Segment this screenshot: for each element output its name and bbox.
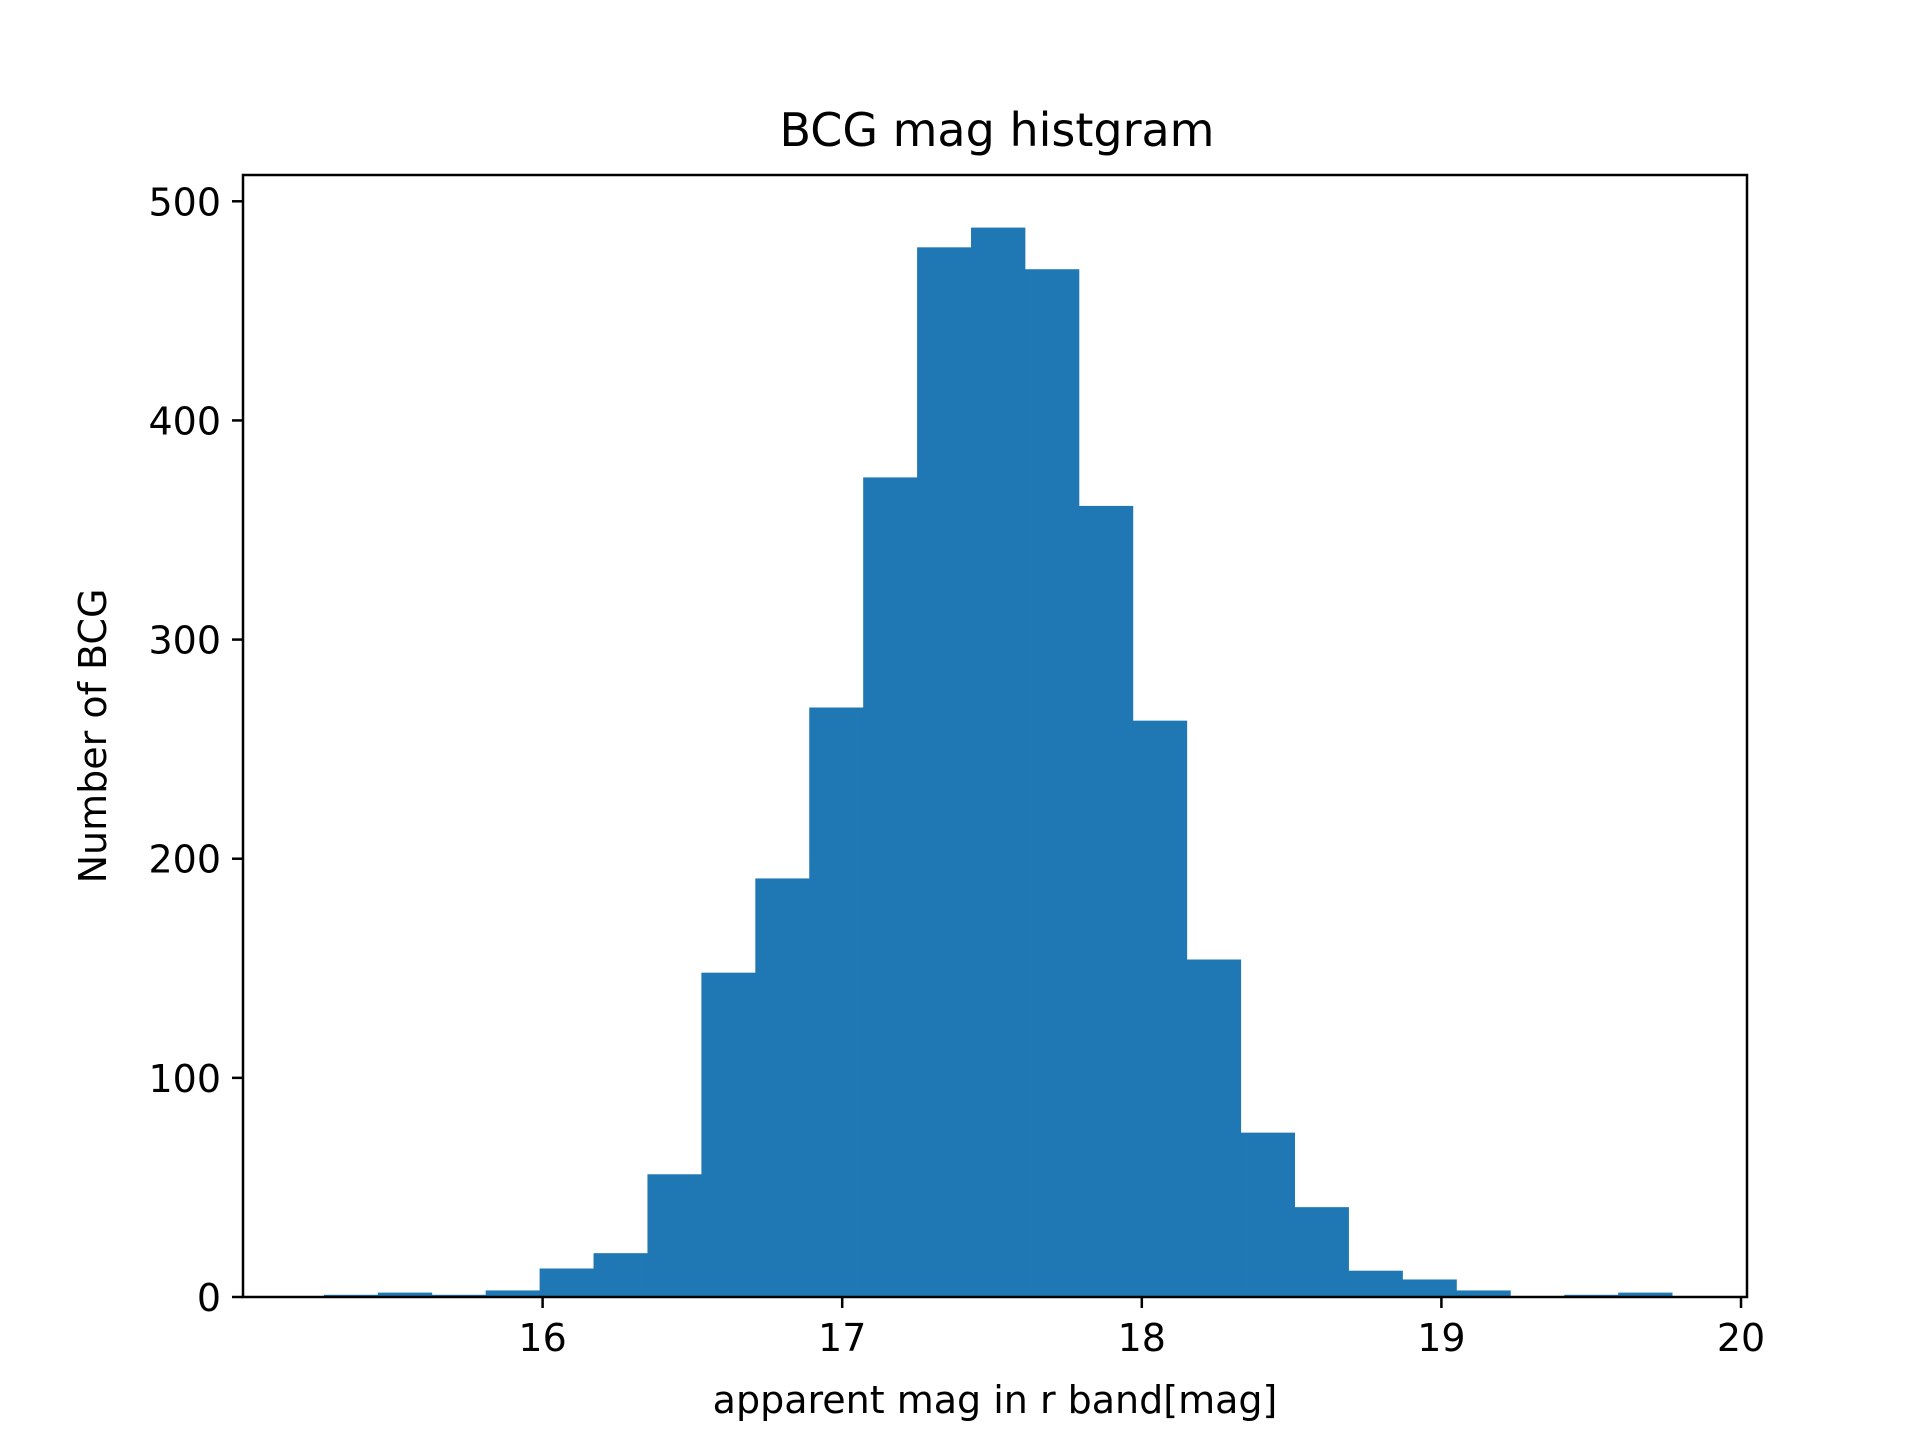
y-axis-label: Number of BCG xyxy=(71,589,115,884)
histogram-bar xyxy=(1402,1279,1457,1297)
histogram-bars xyxy=(323,227,1673,1298)
histogram-bar xyxy=(701,972,756,1297)
chart-title: BCG mag histgram xyxy=(779,103,1214,157)
histogram-bar xyxy=(1186,959,1242,1297)
y-tick-label: 300 xyxy=(148,619,221,663)
x-tick-label: 20 xyxy=(1717,1316,1765,1360)
histogram-bar xyxy=(1348,1270,1403,1297)
y-tick-label: 400 xyxy=(148,399,221,443)
y-axis-ticks: 0 100 200 300 400 500 xyxy=(148,180,243,1320)
histogram-bar xyxy=(539,1268,594,1297)
x-axis-ticks: 16 17 18 19 20 xyxy=(518,1297,1765,1360)
y-tick-label: 200 xyxy=(148,838,221,882)
y-tick-label: 500 xyxy=(148,180,221,224)
histogram-bar xyxy=(1132,720,1188,1297)
histogram-bar xyxy=(1456,1290,1511,1297)
y-tick-label: 0 xyxy=(197,1276,221,1320)
x-axis-label: apparent mag in r band[mag] xyxy=(713,1378,1278,1422)
histogram-bar xyxy=(1294,1207,1349,1297)
histogram-bar xyxy=(485,1290,541,1297)
histogram-bar xyxy=(1024,269,1080,1298)
x-tick-label: 19 xyxy=(1417,1316,1465,1360)
y-tick-label: 100 xyxy=(148,1057,221,1101)
histogram-bar xyxy=(1078,505,1134,1297)
histogram-bar xyxy=(1240,1132,1295,1297)
histogram-bar xyxy=(647,1174,702,1297)
axes-frame xyxy=(241,173,1749,1299)
x-tick-label: 17 xyxy=(818,1316,866,1360)
x-tick-label: 18 xyxy=(1118,1316,1166,1360)
histogram-bar xyxy=(755,878,810,1297)
histogram-bar xyxy=(377,1292,433,1297)
histogram-bar xyxy=(971,227,1026,1298)
histogram-bar xyxy=(593,1253,648,1297)
x-tick-label: 16 xyxy=(518,1316,566,1360)
histogram-bar xyxy=(863,477,918,1297)
histogram-bar xyxy=(809,707,864,1297)
histogram-bar xyxy=(1618,1292,1673,1297)
histogram-bar xyxy=(917,247,972,1297)
